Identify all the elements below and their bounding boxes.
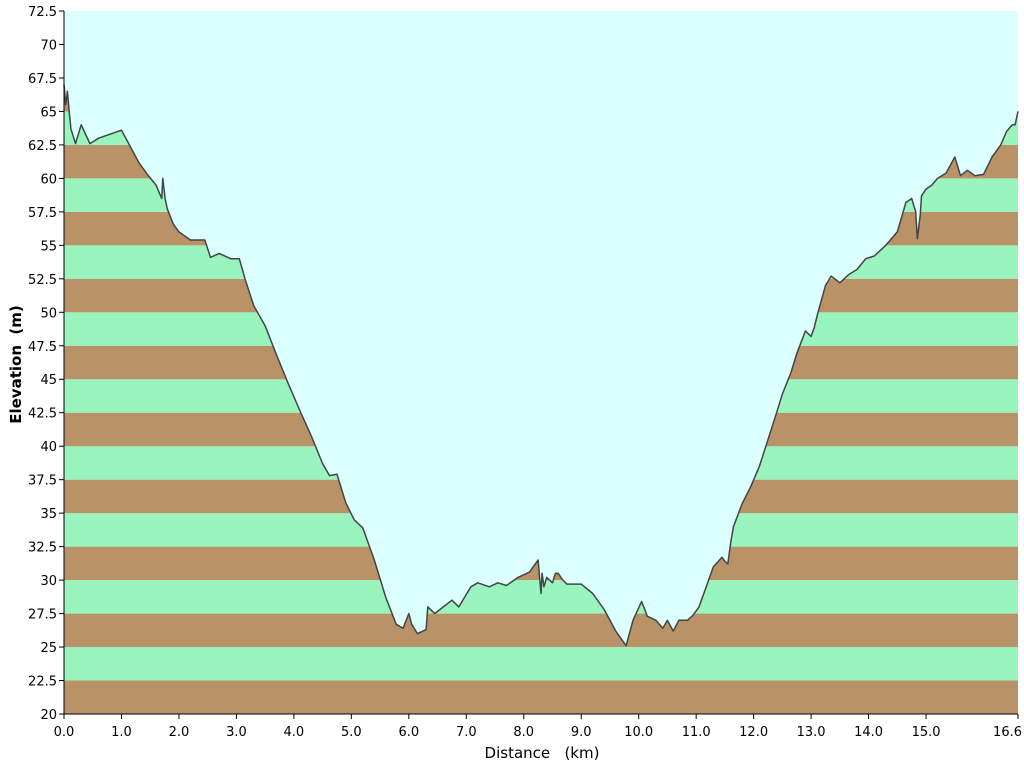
y-tick-label: 37.5 <box>28 474 57 489</box>
y-tick-label: 70 <box>40 38 57 53</box>
x-tick-label: 0.0 <box>54 725 75 740</box>
axes <box>63 11 1018 715</box>
y-tick-label: 32.5 <box>28 541 57 556</box>
x-tick-label: 14.0 <box>854 725 883 740</box>
y-tick-label: 20 <box>40 708 57 723</box>
x-tick-label: 5.0 <box>341 725 362 740</box>
y-axis-title: Elevation (m) <box>7 305 25 424</box>
x-tick-label: 8.0 <box>513 725 534 740</box>
x-tick-label: 10.0 <box>624 725 653 740</box>
x-axis-ticks: 0.0 1.0 2.0 3.0 4.0 5.0 6.0 7.0 8.0 9.0 10.0 11.0 12… <box>54 714 1022 740</box>
y-tick-label: 25 <box>40 641 57 656</box>
y-tick-label: 52.5 <box>28 273 57 288</box>
x-tick-label: 13.0 <box>797 725 826 740</box>
elevation-band <box>64 613 1018 648</box>
y-tick-label: 65 <box>40 105 57 120</box>
y-tick-label: 35 <box>40 507 57 522</box>
x-tick-label: 15.0 <box>912 725 941 740</box>
x-tick-label: 6.0 <box>398 725 419 740</box>
y-tick-label: 67.5 <box>28 72 57 87</box>
y-tick-label: 22.5 <box>28 675 57 690</box>
y-tick-label: 30 <box>40 574 57 589</box>
x-tick-label: 16.6 <box>993 725 1022 740</box>
y-tick-label: 60 <box>40 172 57 187</box>
y-tick-label: 57.5 <box>28 206 57 221</box>
y-tick-label: 42.5 <box>28 407 57 422</box>
y-tick-label: 47.5 <box>28 340 57 355</box>
elevation-band <box>64 680 1018 714</box>
y-tick-label: 40 <box>40 440 57 455</box>
elevation-band <box>64 647 1018 681</box>
x-tick-label: 1.0 <box>111 725 132 740</box>
x-tick-label: 4.0 <box>284 725 305 740</box>
y-tick-label: 45 <box>40 373 57 388</box>
x-tick-label: 11.0 <box>682 725 711 740</box>
y-axis-ticks: 20 22.5 25 27.5 30 32.5 35 37.5 40 42.5 45 47.5 50 52… <box>28 5 64 723</box>
x-tick-label: 3.0 <box>226 725 247 740</box>
y-tick-label: 62.5 <box>28 139 57 154</box>
y-tick-label: 50 <box>40 306 57 321</box>
y-tick-label: 55 <box>40 239 57 254</box>
elevation-profile-line <box>63 84 1019 647</box>
x-tick-label: 2.0 <box>169 725 190 740</box>
y-tick-label: 72.5 <box>28 5 57 20</box>
x-tick-label: 12.0 <box>739 725 768 740</box>
x-tick-label: 7.0 <box>456 725 477 740</box>
x-tick-label: 9.0 <box>571 725 592 740</box>
x-axis-title: Distance (km) <box>485 744 600 762</box>
y-tick-label: 27.5 <box>28 608 57 623</box>
